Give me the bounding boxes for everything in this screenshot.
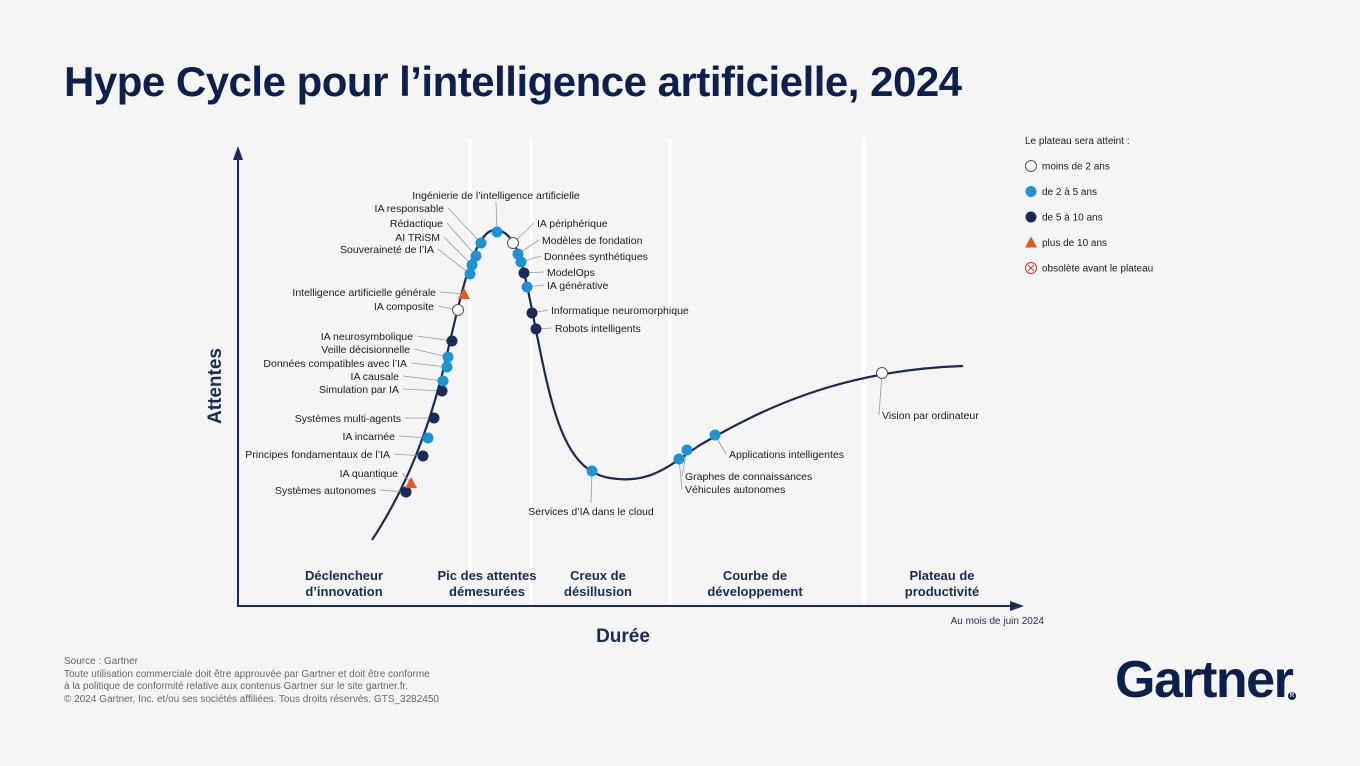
date-note: Au mois de juin 2024 (951, 616, 1045, 627)
point-label-donnees-synthetiques: Données synthétiques (544, 251, 648, 263)
marker-vehicules-autonomes (673, 453, 685, 465)
point-label-informatique-neuromorphique: Informatique neuromorphique (551, 305, 689, 317)
point-label-graphes-de-connaissances: Graphes de connaissances (685, 471, 812, 483)
point-label-souverainete-de-l-ia: Souveraineté de l’IA (340, 244, 434, 256)
marker-ia-causale (437, 375, 449, 387)
marker-informatique-neuromorphique (526, 307, 538, 319)
legend-marker-navy (1025, 211, 1037, 223)
leader-line-vision-par-ordinateur (878, 372, 883, 416)
marker-donnees-synthetiques (515, 256, 527, 268)
leader-line-ai-trism (443, 236, 473, 266)
point-label-services-d-ia-dans-le-cloud: Services d’IA dans le cloud (528, 506, 654, 518)
point-label-principes-fondamentaux-de-l-ia: Principes fondamentaux de l’IA (245, 449, 390, 461)
point-label-ia-composite: IA composite (374, 301, 434, 313)
phase-label: Courbe de développement (707, 568, 803, 599)
marker-systemes-multi-agents (428, 412, 440, 424)
phase-label: Déclencheur d’innovation (305, 568, 383, 599)
legend-item-label: de 2 à 5 ans (1042, 187, 1097, 198)
marker-ia-incarnee (422, 432, 434, 444)
phase-label: Plateau de productivité (905, 568, 979, 599)
footer-policy: à la politique de conformité relative au… (64, 681, 409, 692)
leader-line-donnees-compatibles-avec-l-ia (410, 362, 448, 368)
marker-modelops (518, 267, 530, 279)
marker-graphes-de-connaissances (681, 444, 693, 456)
hype-curve (371, 228, 964, 541)
marker-ia-generative (521, 281, 533, 293)
leader-line-souverainete-de-l-ia (437, 248, 471, 275)
x-axis-label: Durée (596, 626, 650, 647)
point-label-ia-causale: IA causale (351, 371, 400, 383)
point-label-ia-peripherique: IA périphérique (537, 218, 608, 230)
marker-donnees-compatibles-avec-l-ia (441, 361, 453, 373)
leader-line-intelligence-artificielle-generale (439, 291, 465, 295)
legend-marker-blue (1025, 186, 1037, 197)
legend-item-label: de 5 à 10 ans (1042, 213, 1103, 224)
legend-marker-orange (1025, 236, 1037, 248)
point-label-ia-incarnee: IA incarnée (342, 431, 395, 443)
marker-ia-peripherique (507, 237, 519, 249)
point-label-applications-intelligentes: Applications intelligentes (729, 449, 844, 461)
marker-services-d-ia-dans-le-cloud (586, 465, 598, 477)
point-label-redactique: Rédactique (390, 218, 443, 230)
marker-veille-decisionnelle (442, 351, 454, 363)
point-label-donnees-compatibles-avec-l-ia: Données compatibles avec l’IA (263, 358, 407, 370)
leader-line-veille-decisionnelle (413, 348, 449, 358)
point-label-systemes-multi-agents: Systèmes multi-agents (295, 413, 401, 425)
marker-applications-intelligentes (709, 429, 721, 441)
marker-ia-neurosymbolique (446, 335, 458, 347)
leader-line-ia-responsable (447, 207, 482, 244)
leader-line-redactique (446, 222, 477, 257)
legend-marker-obsolete (1024, 261, 1038, 275)
point-label-ia-generative: IA générative (547, 280, 608, 292)
point-label-simulation-par-ia: Simulation par IA (319, 384, 399, 396)
footer-source: Source : Gartner (64, 656, 138, 667)
point-label-robots-intelligents: Robots intelligents (555, 323, 641, 335)
marker-ia-composite (452, 304, 464, 316)
marker-systemes-autonomes (400, 486, 412, 498)
marker-principes-fondamentaux-de-l-ia (417, 450, 429, 462)
point-label-vision-par-ordinateur: Vision par ordinateur (882, 410, 979, 422)
marker-vision-par-ordinateur (876, 367, 888, 379)
marker-redactique (470, 250, 482, 262)
page-title: Hype Cycle pour l’intelligence artificie… (64, 58, 962, 105)
point-label-modeles-de-fondation: Modèles de fondation (542, 235, 643, 247)
point-label-vehicules-autonomes: Véhicules autonomes (685, 484, 785, 496)
marker-ingenierie-de-l-intelligence-artificielle (491, 226, 503, 238)
point-label-ia-quantique: IA quantique (340, 468, 399, 480)
legend-item-label: plus de 10 ans (1042, 238, 1107, 249)
marker-ia-quantique (405, 477, 417, 488)
marker-souverainete-de-l-ia (464, 268, 476, 280)
marker-intelligence-artificielle-generale (458, 288, 470, 299)
footer-copyright: © 2024 Gartner, Inc. et/ou ses sociétés … (64, 693, 439, 705)
phase-label: Pic des attentes démesurées (438, 568, 537, 599)
footer: Source : Gartner Toute utilisation comme… (64, 656, 439, 706)
point-label-modelops: ModelOps (547, 267, 595, 279)
point-label-intelligence-artificielle-generale: Intelligence artificielle générale (292, 287, 436, 299)
legend-item-label: obsolète avant le plateau (1042, 264, 1153, 275)
footer-usage: Toute utilisation commerciale doit être … (64, 668, 430, 680)
point-label-ia-neurosymbolique: IA neurosymbolique (321, 331, 413, 343)
point-label-ai-trism: AI TRiSM (395, 232, 440, 244)
legend-item-label: moins de 2 ans (1042, 162, 1110, 173)
legend-marker-white (1025, 160, 1037, 172)
marker-robots-intelligents (530, 323, 542, 335)
marker-ai-trism (466, 259, 478, 271)
y-axis-label: Attentes (205, 348, 226, 424)
x-axis-arrow (1010, 601, 1024, 611)
registered-mark-icon: R (1288, 692, 1296, 700)
gartner-logo: Gartner (1115, 651, 1294, 709)
point-label-systemes-autonomes: Systèmes autonomes (275, 485, 376, 497)
marker-ia-responsable (475, 237, 487, 249)
leader-line-simulation-par-ia (402, 388, 443, 392)
point-label-veille-decisionnelle: Veille décisionnelle (321, 344, 410, 356)
y-axis-arrow (233, 146, 243, 160)
leader-line-ia-causale (402, 375, 444, 382)
marker-simulation-par-ia (436, 385, 448, 397)
point-label-ia-responsable: IA responsable (375, 203, 445, 215)
legend-title: Le plateau sera atteint : (1025, 136, 1130, 147)
leader-line-ia-neurosymbolique (416, 335, 453, 342)
point-label-ingenierie-de-l-intelligence-artificielle: Ingénierie de l’intelligence artificiell… (412, 190, 580, 202)
phase-label: Creux de désillusion (564, 568, 632, 599)
